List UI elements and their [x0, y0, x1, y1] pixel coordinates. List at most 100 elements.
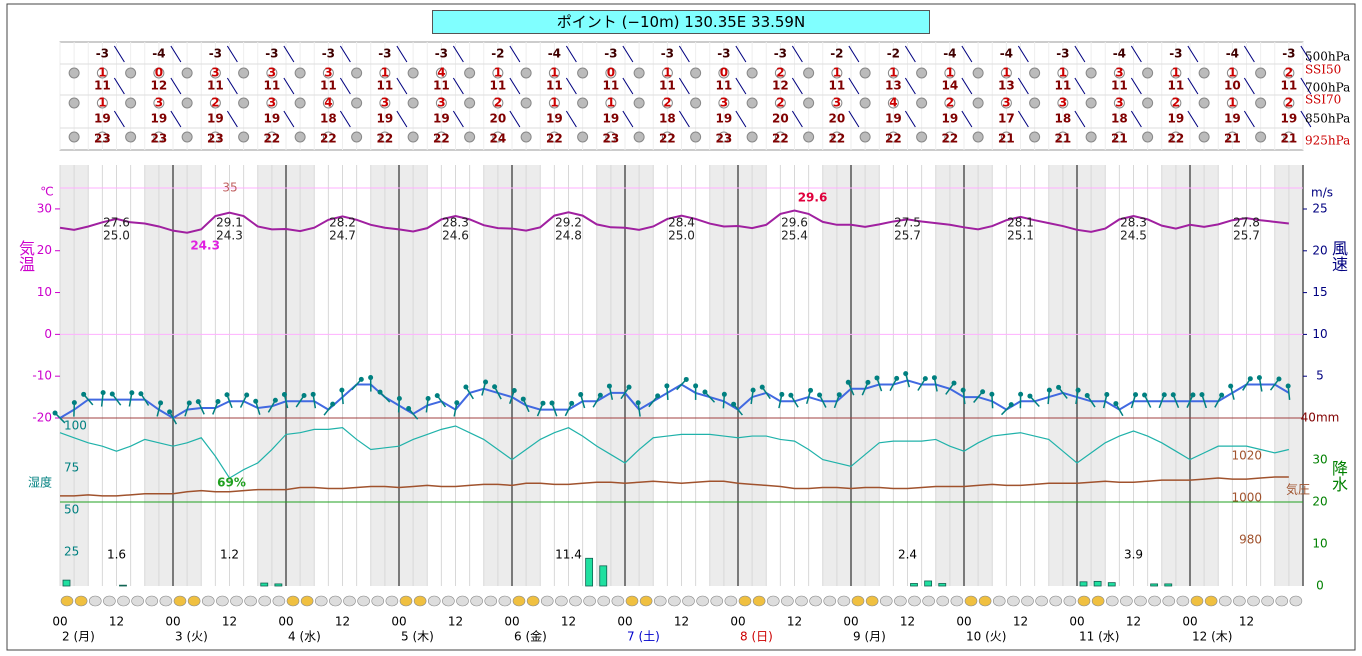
upper-value: -3 — [604, 47, 617, 61]
wind-barb — [1243, 77, 1255, 95]
day-label: 5 (木) — [401, 630, 434, 644]
upper-value: 22 — [546, 132, 563, 146]
upper-value: 19 — [151, 112, 168, 126]
wind-barb — [1074, 77, 1086, 95]
daily_min-label: 24.8 — [555, 229, 582, 243]
weather-icon — [173, 595, 187, 607]
daily_max-label: 29.1 — [216, 216, 243, 230]
wind-arrow-head — [951, 380, 957, 386]
upper-symbol — [1283, 131, 1295, 143]
wind-arrow-head — [606, 383, 612, 389]
wind-arrow-head — [779, 391, 785, 397]
wind-barb — [170, 77, 182, 95]
weather-icon — [103, 595, 116, 607]
upper-value: 21 — [1281, 132, 1298, 146]
weather-icon — [357, 595, 370, 607]
upper-value: 19 — [1281, 112, 1298, 126]
humidity-min: 69% — [217, 476, 246, 490]
upper-symbol — [1029, 131, 1041, 143]
wind-barb — [509, 77, 521, 95]
upper-symbol — [1170, 97, 1182, 109]
upper-symbol — [859, 97, 871, 109]
wind-arrow-head — [253, 398, 259, 404]
wind-barb — [565, 77, 577, 95]
upper-symbol — [605, 67, 617, 79]
humidity-tick-label: 100 — [64, 419, 87, 433]
upper-symbol — [1255, 97, 1267, 109]
wind-barb — [1300, 77, 1312, 95]
wind-arrow-head — [186, 400, 192, 406]
upper-symbol — [803, 131, 815, 143]
upper-value: 1 — [1002, 66, 1010, 80]
wind-arrow-head — [1056, 384, 1062, 390]
hour-label: 12 — [109, 615, 124, 629]
upper-value: 0 — [155, 66, 163, 80]
temp-axis-title: 気温 — [16, 240, 35, 272]
upper-value: 18 — [1111, 112, 1128, 126]
wind-arrow-head — [1113, 401, 1119, 407]
wind-arrow-head — [894, 375, 900, 381]
wind-barb — [565, 110, 577, 128]
upper-value: 22 — [885, 132, 902, 146]
hour-label: 00 — [1069, 615, 1084, 629]
upper-value: 13 — [885, 79, 902, 93]
upper-value: 11 — [716, 79, 733, 93]
hour-label: 00 — [278, 615, 293, 629]
wind-barb — [113, 45, 125, 63]
upper-value: 19 — [207, 112, 224, 126]
wind-arrow-head — [693, 383, 699, 389]
upper-symbol — [944, 97, 956, 109]
wind-arrow-head — [158, 400, 164, 406]
wind-arrow-head — [1170, 392, 1176, 398]
upper-value: 3 — [1002, 96, 1010, 110]
upper-value: 3 — [268, 96, 276, 110]
wind-arrow-head — [358, 376, 364, 382]
wind-arrow-head — [463, 384, 469, 390]
wind-barb — [226, 45, 238, 63]
wind-barb — [904, 110, 916, 128]
upper-symbol — [690, 131, 702, 143]
upper-value: 20 — [772, 112, 789, 126]
weather-icon — [286, 595, 300, 607]
day-label: 4 (水) — [288, 630, 321, 644]
wind-arrow-head — [865, 379, 871, 385]
upper-symbol — [294, 131, 306, 143]
wind-barb — [1017, 110, 1029, 128]
upper-value: -3 — [774, 47, 787, 61]
daily_min-label: 24.7 — [329, 229, 356, 243]
upper-value: 3 — [1115, 96, 1123, 110]
humidity-title: 湿度 — [28, 475, 52, 490]
upper-symbol — [464, 97, 476, 109]
upper-symbol — [351, 131, 363, 143]
upper-symbol — [1170, 131, 1182, 143]
precip-total: 11.4 — [555, 548, 582, 562]
weather-icon — [908, 595, 921, 607]
weather-icon — [625, 595, 639, 607]
upper-value: 22 — [659, 132, 676, 146]
upper-symbol — [209, 131, 221, 143]
precip-bar — [599, 565, 608, 587]
wind-barb — [1017, 45, 1029, 63]
weather-icon — [950, 595, 964, 607]
upper-symbol — [633, 131, 645, 143]
upper-value: 11 — [320, 79, 337, 93]
upper-symbol — [492, 97, 504, 109]
period-max: 29.6 — [798, 191, 828, 205]
upper-symbol — [1198, 67, 1210, 79]
upper-value: 11 — [829, 79, 846, 93]
upper-value: 1 — [889, 66, 897, 80]
wind-barb — [1187, 45, 1199, 63]
wind-arrow-head — [1075, 387, 1081, 393]
upper-symbol — [577, 97, 589, 109]
upper-symbol — [407, 131, 419, 143]
wind-barb — [452, 77, 464, 95]
wind-arrow-head — [368, 375, 374, 381]
wind-barb — [1074, 110, 1086, 128]
wind-barb — [565, 45, 577, 63]
precip-axis-title: 降水 — [1329, 460, 1348, 492]
day-label: 10 (火) — [966, 630, 1006, 644]
daily_min-label: 25.7 — [894, 229, 921, 243]
wind-barb — [1243, 110, 1255, 128]
upper-value: 1 — [833, 66, 841, 80]
wind-barb — [283, 45, 295, 63]
